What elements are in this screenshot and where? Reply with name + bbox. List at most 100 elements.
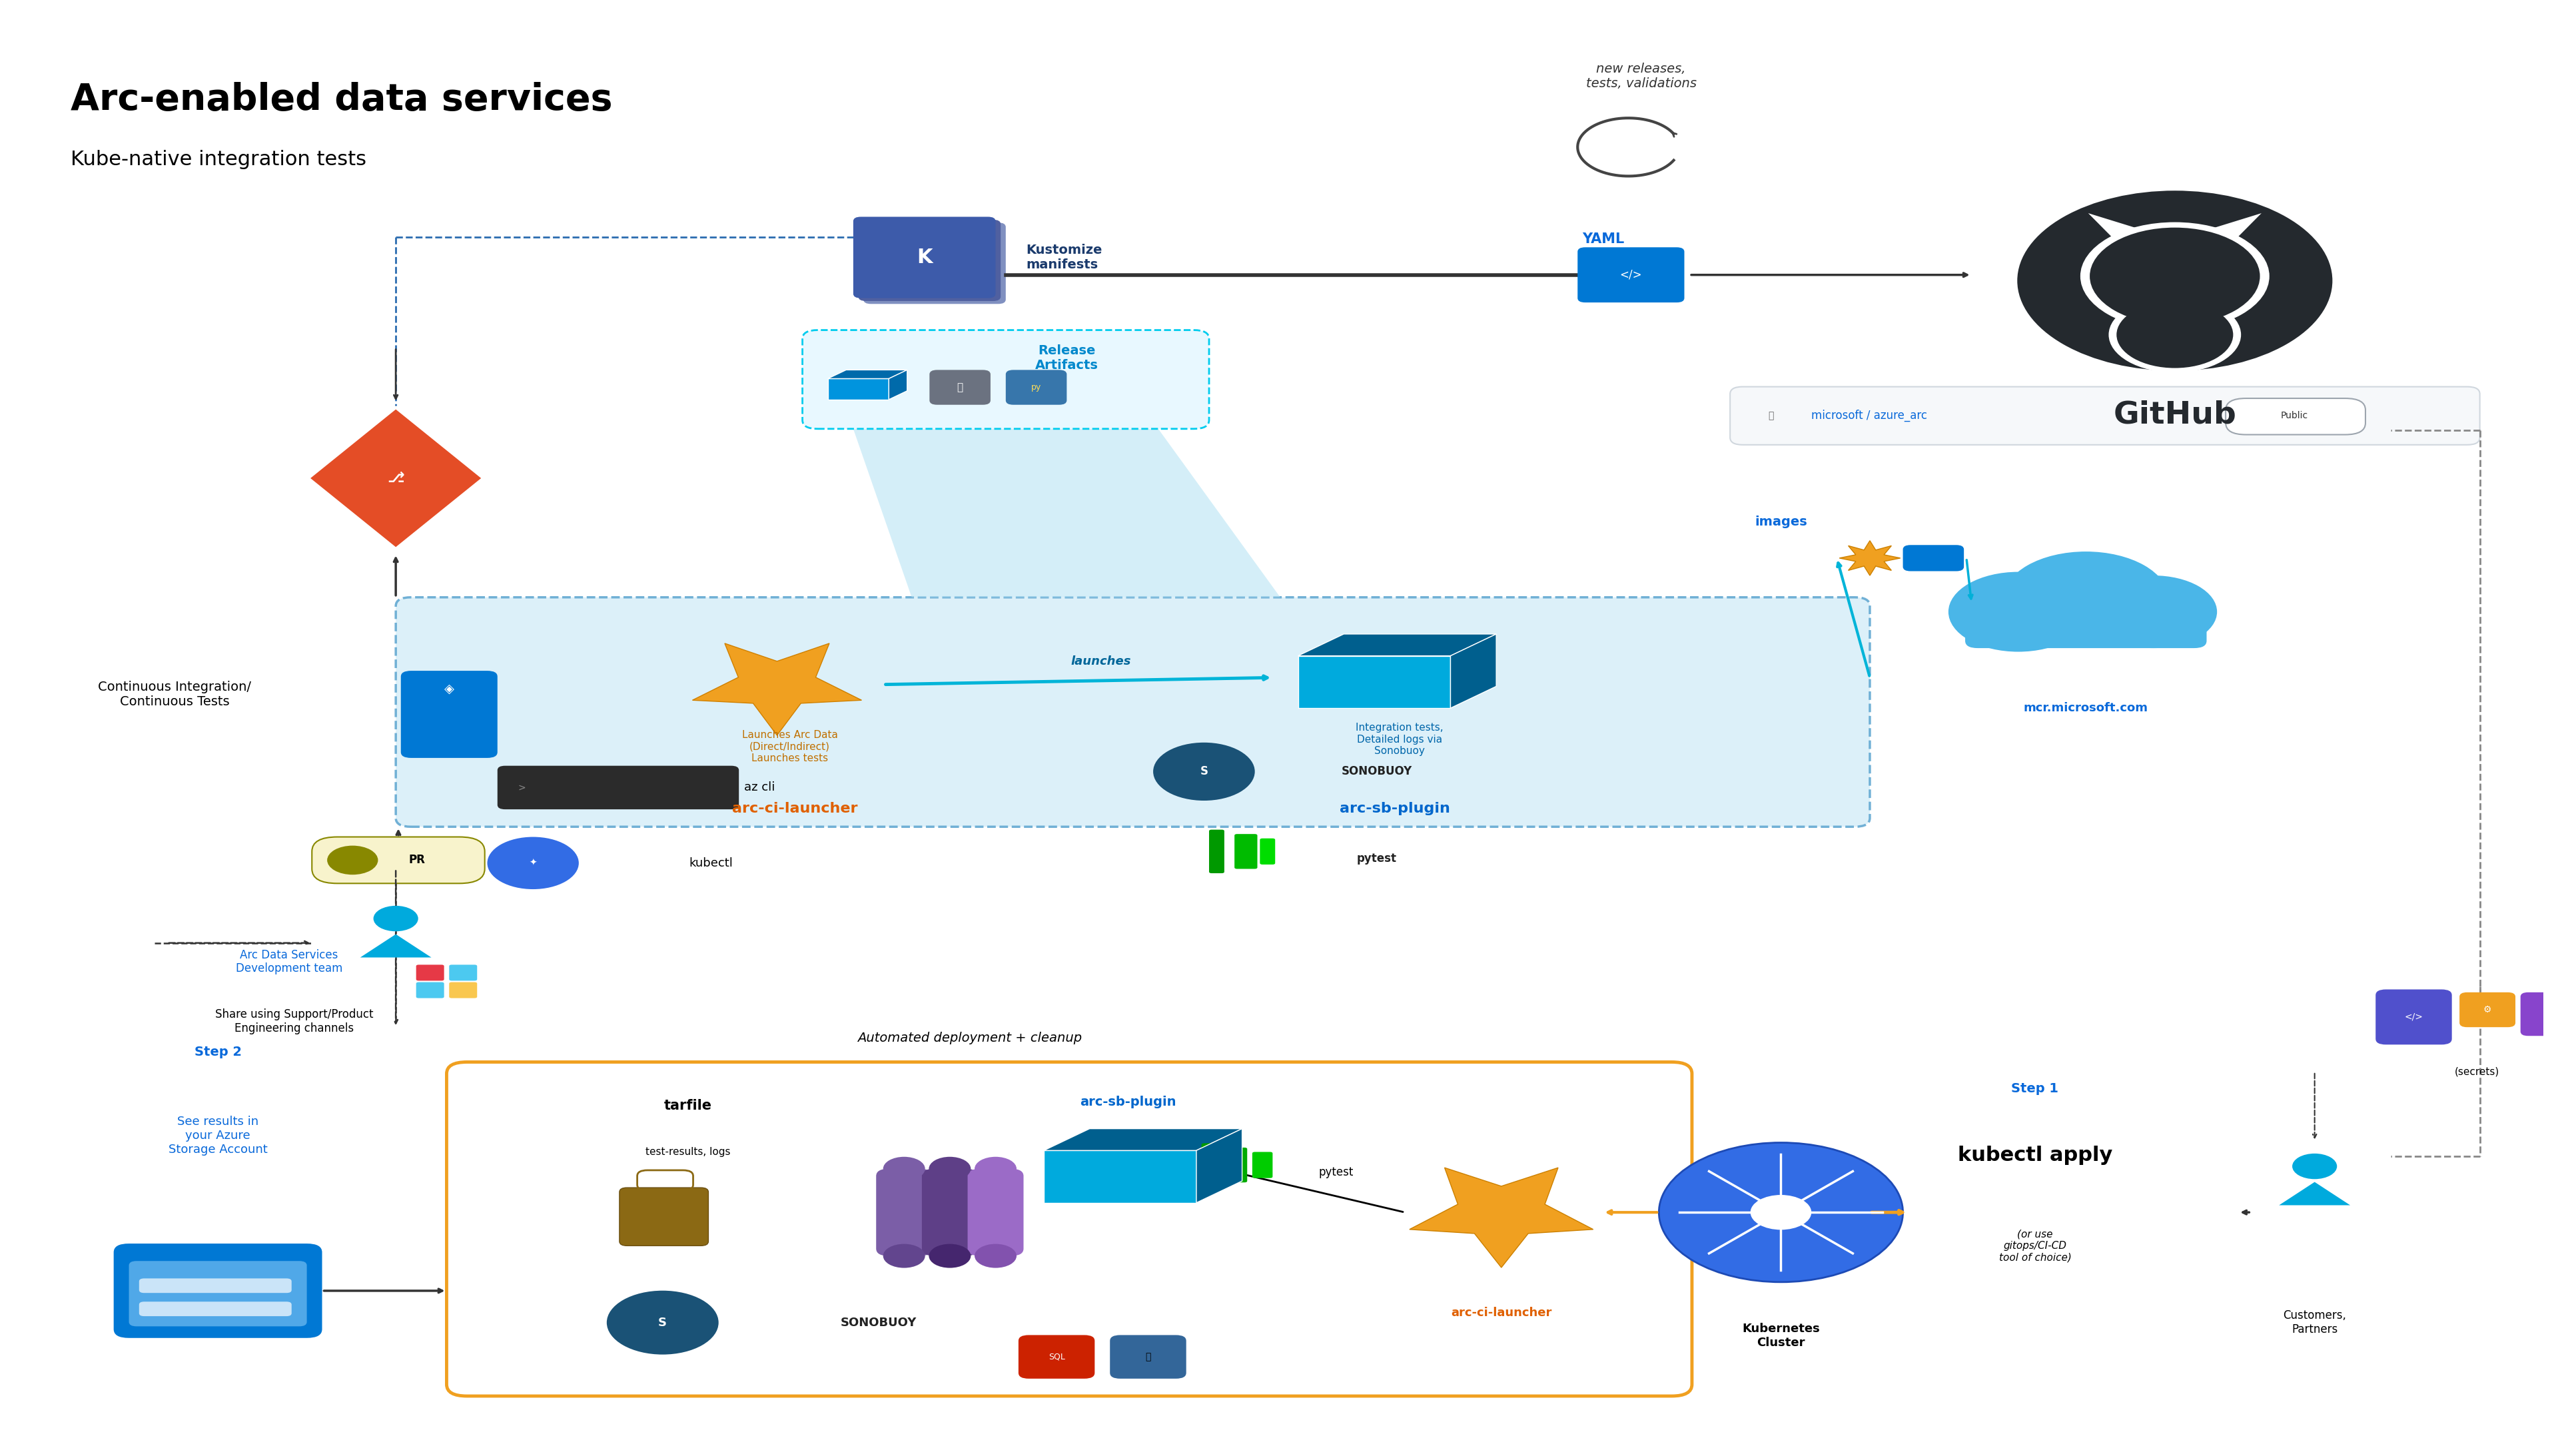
Text: Public: Public	[2281, 411, 2307, 421]
Text: Launches Arc Data
(Direct/Indirect)
Launches tests: Launches Arc Data (Direct/Indirect) Laun…	[743, 729, 837, 763]
Polygon shape	[852, 430, 1281, 597]
FancyBboxPatch shape	[2225, 399, 2366, 435]
Circle shape	[487, 837, 579, 890]
Circle shape	[883, 1156, 924, 1181]
FancyBboxPatch shape	[875, 1169, 931, 1257]
Circle shape	[327, 846, 378, 875]
Polygon shape	[2202, 213, 2261, 240]
FancyBboxPatch shape	[311, 837, 485, 884]
Text: SQL: SQL	[1049, 1353, 1064, 1361]
FancyBboxPatch shape	[1005, 370, 1067, 405]
Circle shape	[1947, 572, 2088, 652]
Polygon shape	[1409, 1168, 1592, 1268]
Polygon shape	[1044, 1128, 1243, 1150]
Text: SONOBUOY: SONOBUOY	[1342, 766, 1411, 778]
Text: mcr.microsoft.com: mcr.microsoft.com	[2024, 702, 2149, 713]
FancyBboxPatch shape	[140, 1278, 291, 1293]
Circle shape	[929, 1156, 970, 1181]
Text: Integration tests,
Detailed logs via
Sonobuoy: Integration tests, Detailed logs via Son…	[1355, 724, 1444, 756]
FancyBboxPatch shape	[2521, 993, 2552, 1035]
Text: ⎇: ⎇	[388, 472, 403, 485]
Polygon shape	[692, 644, 863, 735]
Text: Share using Support/Product
Engineering channels: Share using Support/Product Engineering …	[214, 1009, 373, 1034]
FancyBboxPatch shape	[1228, 1147, 1248, 1182]
FancyBboxPatch shape	[863, 223, 1005, 304]
Polygon shape	[360, 935, 431, 958]
Text: pytest: pytest	[1319, 1166, 1353, 1178]
FancyBboxPatch shape	[1110, 1335, 1187, 1379]
Text: Kubernetes
Cluster: Kubernetes Cluster	[1743, 1324, 1820, 1348]
FancyBboxPatch shape	[416, 965, 444, 981]
Polygon shape	[2088, 213, 2146, 240]
Text: 🗒: 🗒	[1769, 411, 1774, 421]
Polygon shape	[309, 409, 482, 547]
Text: arc-sb-plugin: arc-sb-plugin	[1079, 1096, 1176, 1108]
Circle shape	[2003, 552, 2169, 646]
Text: 🐘: 🐘	[1146, 1353, 1151, 1361]
FancyBboxPatch shape	[929, 370, 990, 405]
Text: Kustomize
manifests: Kustomize manifests	[1026, 243, 1102, 271]
FancyBboxPatch shape	[967, 1169, 1023, 1257]
Text: ⎈: ⎈	[957, 383, 962, 392]
Text: (or use
gitops/CI-CD
tool of choice): (or use gitops/CI-CD tool of choice)	[1998, 1229, 2072, 1262]
Text: Arc Data Services
Development team: Arc Data Services Development team	[235, 949, 342, 974]
Circle shape	[2090, 575, 2218, 648]
Circle shape	[2116, 301, 2233, 368]
Circle shape	[1659, 1143, 1904, 1283]
FancyBboxPatch shape	[1904, 545, 1965, 571]
Text: Step 1: Step 1	[2011, 1082, 2059, 1095]
FancyBboxPatch shape	[1235, 834, 1258, 869]
FancyBboxPatch shape	[857, 220, 1000, 301]
Text: ✦: ✦	[528, 859, 536, 868]
Polygon shape	[2279, 1182, 2350, 1206]
Circle shape	[607, 1290, 720, 1354]
FancyBboxPatch shape	[1202, 1143, 1222, 1187]
FancyBboxPatch shape	[449, 983, 477, 999]
Text: GitHub: GitHub	[2113, 400, 2236, 430]
Text: launches: launches	[1072, 655, 1131, 667]
Polygon shape	[1450, 633, 1495, 708]
Text: S: S	[658, 1316, 666, 1328]
FancyBboxPatch shape	[620, 1188, 709, 1246]
Text: YAML: YAML	[1582, 233, 1623, 246]
FancyBboxPatch shape	[852, 217, 995, 298]
Text: S: S	[1199, 766, 1207, 778]
Circle shape	[2090, 227, 2261, 325]
Text: az cli: az cli	[743, 782, 776, 794]
Text: kubectl apply: kubectl apply	[1957, 1146, 2113, 1165]
FancyBboxPatch shape	[1730, 387, 2481, 444]
Circle shape	[883, 1243, 924, 1268]
Circle shape	[2016, 191, 2333, 371]
Polygon shape	[1197, 1128, 1243, 1203]
Text: Arc-enabled data services: Arc-enabled data services	[71, 82, 612, 118]
FancyBboxPatch shape	[130, 1261, 306, 1326]
Text: images: images	[1756, 515, 1807, 529]
Circle shape	[373, 906, 419, 932]
FancyBboxPatch shape	[498, 766, 740, 810]
FancyBboxPatch shape	[416, 983, 444, 999]
Polygon shape	[1840, 540, 1901, 575]
FancyBboxPatch shape	[115, 1243, 322, 1338]
Circle shape	[975, 1156, 1016, 1181]
Text: (secrets): (secrets)	[2455, 1066, 2498, 1076]
Text: arc-sb-plugin: arc-sb-plugin	[1340, 802, 1450, 815]
Text: arc-ci-launcher: arc-ci-launcher	[1452, 1306, 1552, 1319]
Text: ◈: ◈	[444, 683, 454, 696]
FancyBboxPatch shape	[2376, 990, 2452, 1044]
Text: Automated deployment + cleanup: Automated deployment + cleanup	[857, 1032, 1082, 1044]
Text: Kube-native integration tests: Kube-native integration tests	[71, 150, 367, 169]
Circle shape	[1154, 743, 1256, 801]
Polygon shape	[888, 370, 906, 399]
FancyBboxPatch shape	[921, 1169, 977, 1257]
Polygon shape	[827, 370, 906, 379]
Text: tarfile: tarfile	[664, 1099, 712, 1112]
Circle shape	[2292, 1153, 2338, 1179]
Text: kubectl: kubectl	[689, 858, 732, 869]
FancyBboxPatch shape	[801, 331, 1210, 430]
FancyBboxPatch shape	[449, 965, 477, 981]
Polygon shape	[1299, 655, 1450, 708]
FancyBboxPatch shape	[1577, 248, 1684, 303]
Text: arc-ci-launcher: arc-ci-launcher	[732, 802, 857, 815]
Circle shape	[2080, 223, 2269, 331]
Text: Customers,
Partners: Customers, Partners	[2284, 1309, 2345, 1335]
